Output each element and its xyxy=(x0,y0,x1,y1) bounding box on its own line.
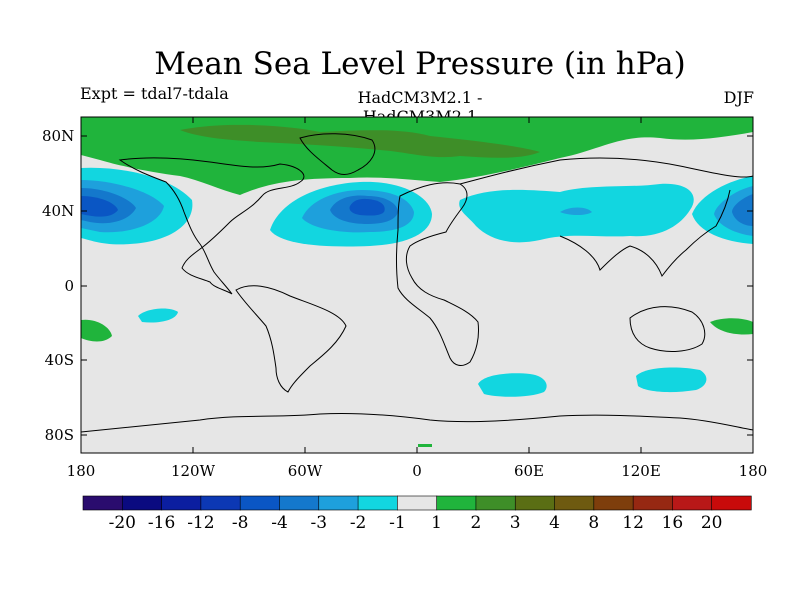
colorbar-swatch xyxy=(475,495,516,511)
colorbar-swatch xyxy=(357,495,398,511)
colorbar xyxy=(82,495,752,511)
colorbar-swatch xyxy=(161,495,202,511)
colorbar-tick-label: 20 xyxy=(700,513,723,533)
colorbar-swatch xyxy=(200,495,241,511)
map-ticks xyxy=(81,117,753,453)
south-atlantic-low xyxy=(478,373,547,397)
lon-tick-60e: 60E xyxy=(513,462,545,480)
colorbar-swatch xyxy=(82,495,123,511)
colorbar-tick-label: -8 xyxy=(231,513,249,533)
colorbar-tick-label: 1 xyxy=(431,513,442,533)
colorbar-tick-label: 12 xyxy=(622,513,644,533)
colorbar-tick-label: -4 xyxy=(271,513,288,533)
antarctic-positive-anomaly xyxy=(418,444,432,447)
colorbar-swatch xyxy=(711,495,752,511)
antarctica-coast xyxy=(81,412,753,433)
colorbar-tick-label: 2 xyxy=(470,513,482,533)
southern-pacific-positive-anomaly xyxy=(81,319,112,342)
lon-tick-60w: 60W xyxy=(287,462,323,480)
lon-tick-0: 0 xyxy=(412,462,422,480)
north-pacific-west-low-4 xyxy=(81,196,118,217)
experiment-label: Expt = tdal7-tdala xyxy=(80,84,229,103)
colorbar-tick-label: 8 xyxy=(588,513,600,533)
asia-coast xyxy=(459,157,753,278)
lat-tick-40n: 40N xyxy=(42,202,75,220)
greenland-strong-positive-anomaly xyxy=(180,124,540,158)
colorbar-swatch xyxy=(514,495,556,511)
lat-tick-80n: 80N xyxy=(42,127,75,145)
colorbar-tick-label: 3 xyxy=(509,513,521,533)
lon-tick-120w: 120W xyxy=(170,462,216,480)
colorbar-swatch xyxy=(279,495,320,511)
colorbar-swatch xyxy=(672,495,713,511)
eurasia-low-core xyxy=(560,207,592,215)
north-atlantic-low-4 xyxy=(349,198,385,216)
colorbar-swatch xyxy=(397,495,438,511)
colorbar-tick-label: -3 xyxy=(310,513,328,533)
colorbar-swatch xyxy=(554,495,595,511)
colorbar-tick-label: 4 xyxy=(549,513,560,533)
colorbar-swatch xyxy=(632,495,674,511)
north-america-coast xyxy=(118,157,305,295)
colorbar-tick-label: -2 xyxy=(349,513,367,533)
lat-tick-80s: 80S xyxy=(44,426,74,444)
colorbar-swatch xyxy=(436,495,477,511)
map-title: Mean Sea Level Pressure (in hPa) xyxy=(154,46,686,82)
australia-coast xyxy=(629,306,706,352)
colorbar-tick-label: -1 xyxy=(389,513,406,533)
south-america-coast xyxy=(235,285,347,393)
lon-tick-120e: 120E xyxy=(621,462,661,480)
season-label: DJF xyxy=(723,88,754,107)
coastlines xyxy=(81,133,753,433)
colorbar-swatch xyxy=(121,495,163,511)
north-pacific-east-low-3 xyxy=(732,194,753,226)
colorbar-swatch xyxy=(239,495,281,511)
greenland-coast xyxy=(299,133,376,175)
lon-tick-180e: 180 xyxy=(738,462,768,480)
colorbar-swatch xyxy=(318,495,359,511)
colorbar-tick-label: -16 xyxy=(147,513,176,533)
colorbar-swatch xyxy=(593,495,634,511)
colorbar-tick-label: -20 xyxy=(108,513,136,533)
colorbar-tick-label: -12 xyxy=(187,513,215,533)
lon-tick-180w: 180 xyxy=(66,462,96,480)
tropical-pacific-low xyxy=(138,308,178,323)
colorbar-tick-label: 16 xyxy=(661,513,684,533)
south-indian-low xyxy=(636,367,707,393)
east-australia-positive-anomaly xyxy=(710,318,753,335)
lat-tick-0: 0 xyxy=(64,277,74,295)
lat-tick-40s: 40S xyxy=(44,351,74,369)
europe-africa-coast xyxy=(396,182,479,366)
